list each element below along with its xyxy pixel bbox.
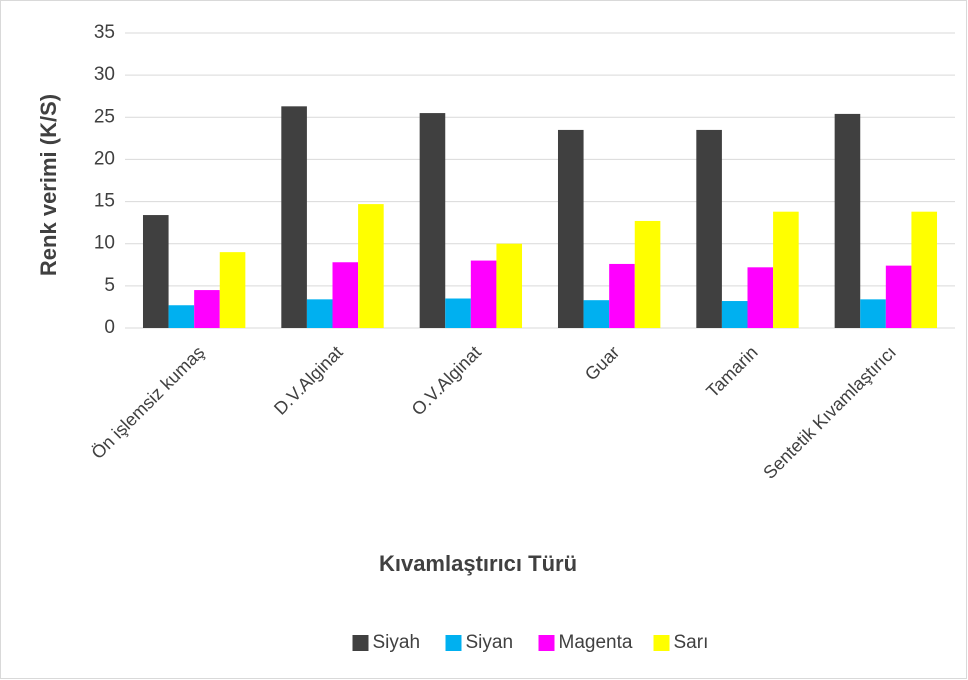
bar bbox=[332, 262, 359, 328]
bar bbox=[609, 263, 635, 328]
y-axis-title: Renk verimi (K/S) bbox=[36, 94, 61, 276]
x-axis-title: Kıvamlaştırıcı Türü bbox=[379, 551, 577, 576]
y-tick-label: 30 bbox=[94, 64, 115, 85]
legend-label: Siyah bbox=[373, 632, 421, 653]
bar bbox=[634, 220, 661, 328]
bar bbox=[583, 300, 610, 328]
y-tick-label: 10 bbox=[94, 233, 115, 254]
bar bbox=[281, 106, 307, 328]
legend-label: Sarı bbox=[674, 632, 709, 653]
y-tick-label: 25 bbox=[94, 106, 115, 127]
legend-swatch bbox=[653, 635, 670, 651]
bar bbox=[142, 215, 169, 328]
bar bbox=[496, 243, 523, 328]
bar bbox=[358, 204, 384, 328]
y-tick-label: 20 bbox=[94, 148, 115, 169]
legend-swatch bbox=[352, 635, 369, 651]
bar bbox=[885, 265, 912, 328]
bar bbox=[168, 305, 195, 328]
bar bbox=[470, 260, 497, 328]
bar bbox=[834, 113, 861, 329]
y-tick-label: 35 bbox=[94, 22, 115, 43]
legend-label: Siyan bbox=[466, 632, 514, 653]
bar bbox=[557, 129, 584, 328]
y-tick-label: 15 bbox=[94, 191, 115, 212]
bar bbox=[194, 290, 220, 328]
bar bbox=[306, 299, 333, 328]
y-tick-label: 5 bbox=[104, 275, 115, 296]
legend-swatch bbox=[538, 635, 555, 651]
legend-label: Magenta bbox=[559, 632, 633, 653]
bar bbox=[860, 299, 886, 328]
bar bbox=[773, 211, 799, 328]
bar bbox=[419, 113, 446, 328]
bar bbox=[445, 298, 471, 328]
bar bbox=[696, 129, 722, 328]
bar bbox=[911, 211, 938, 328]
bar bbox=[219, 252, 246, 328]
y-tick-label: 0 bbox=[104, 317, 115, 338]
legend-swatch bbox=[445, 635, 462, 651]
bar bbox=[721, 301, 748, 328]
bar bbox=[747, 267, 774, 328]
